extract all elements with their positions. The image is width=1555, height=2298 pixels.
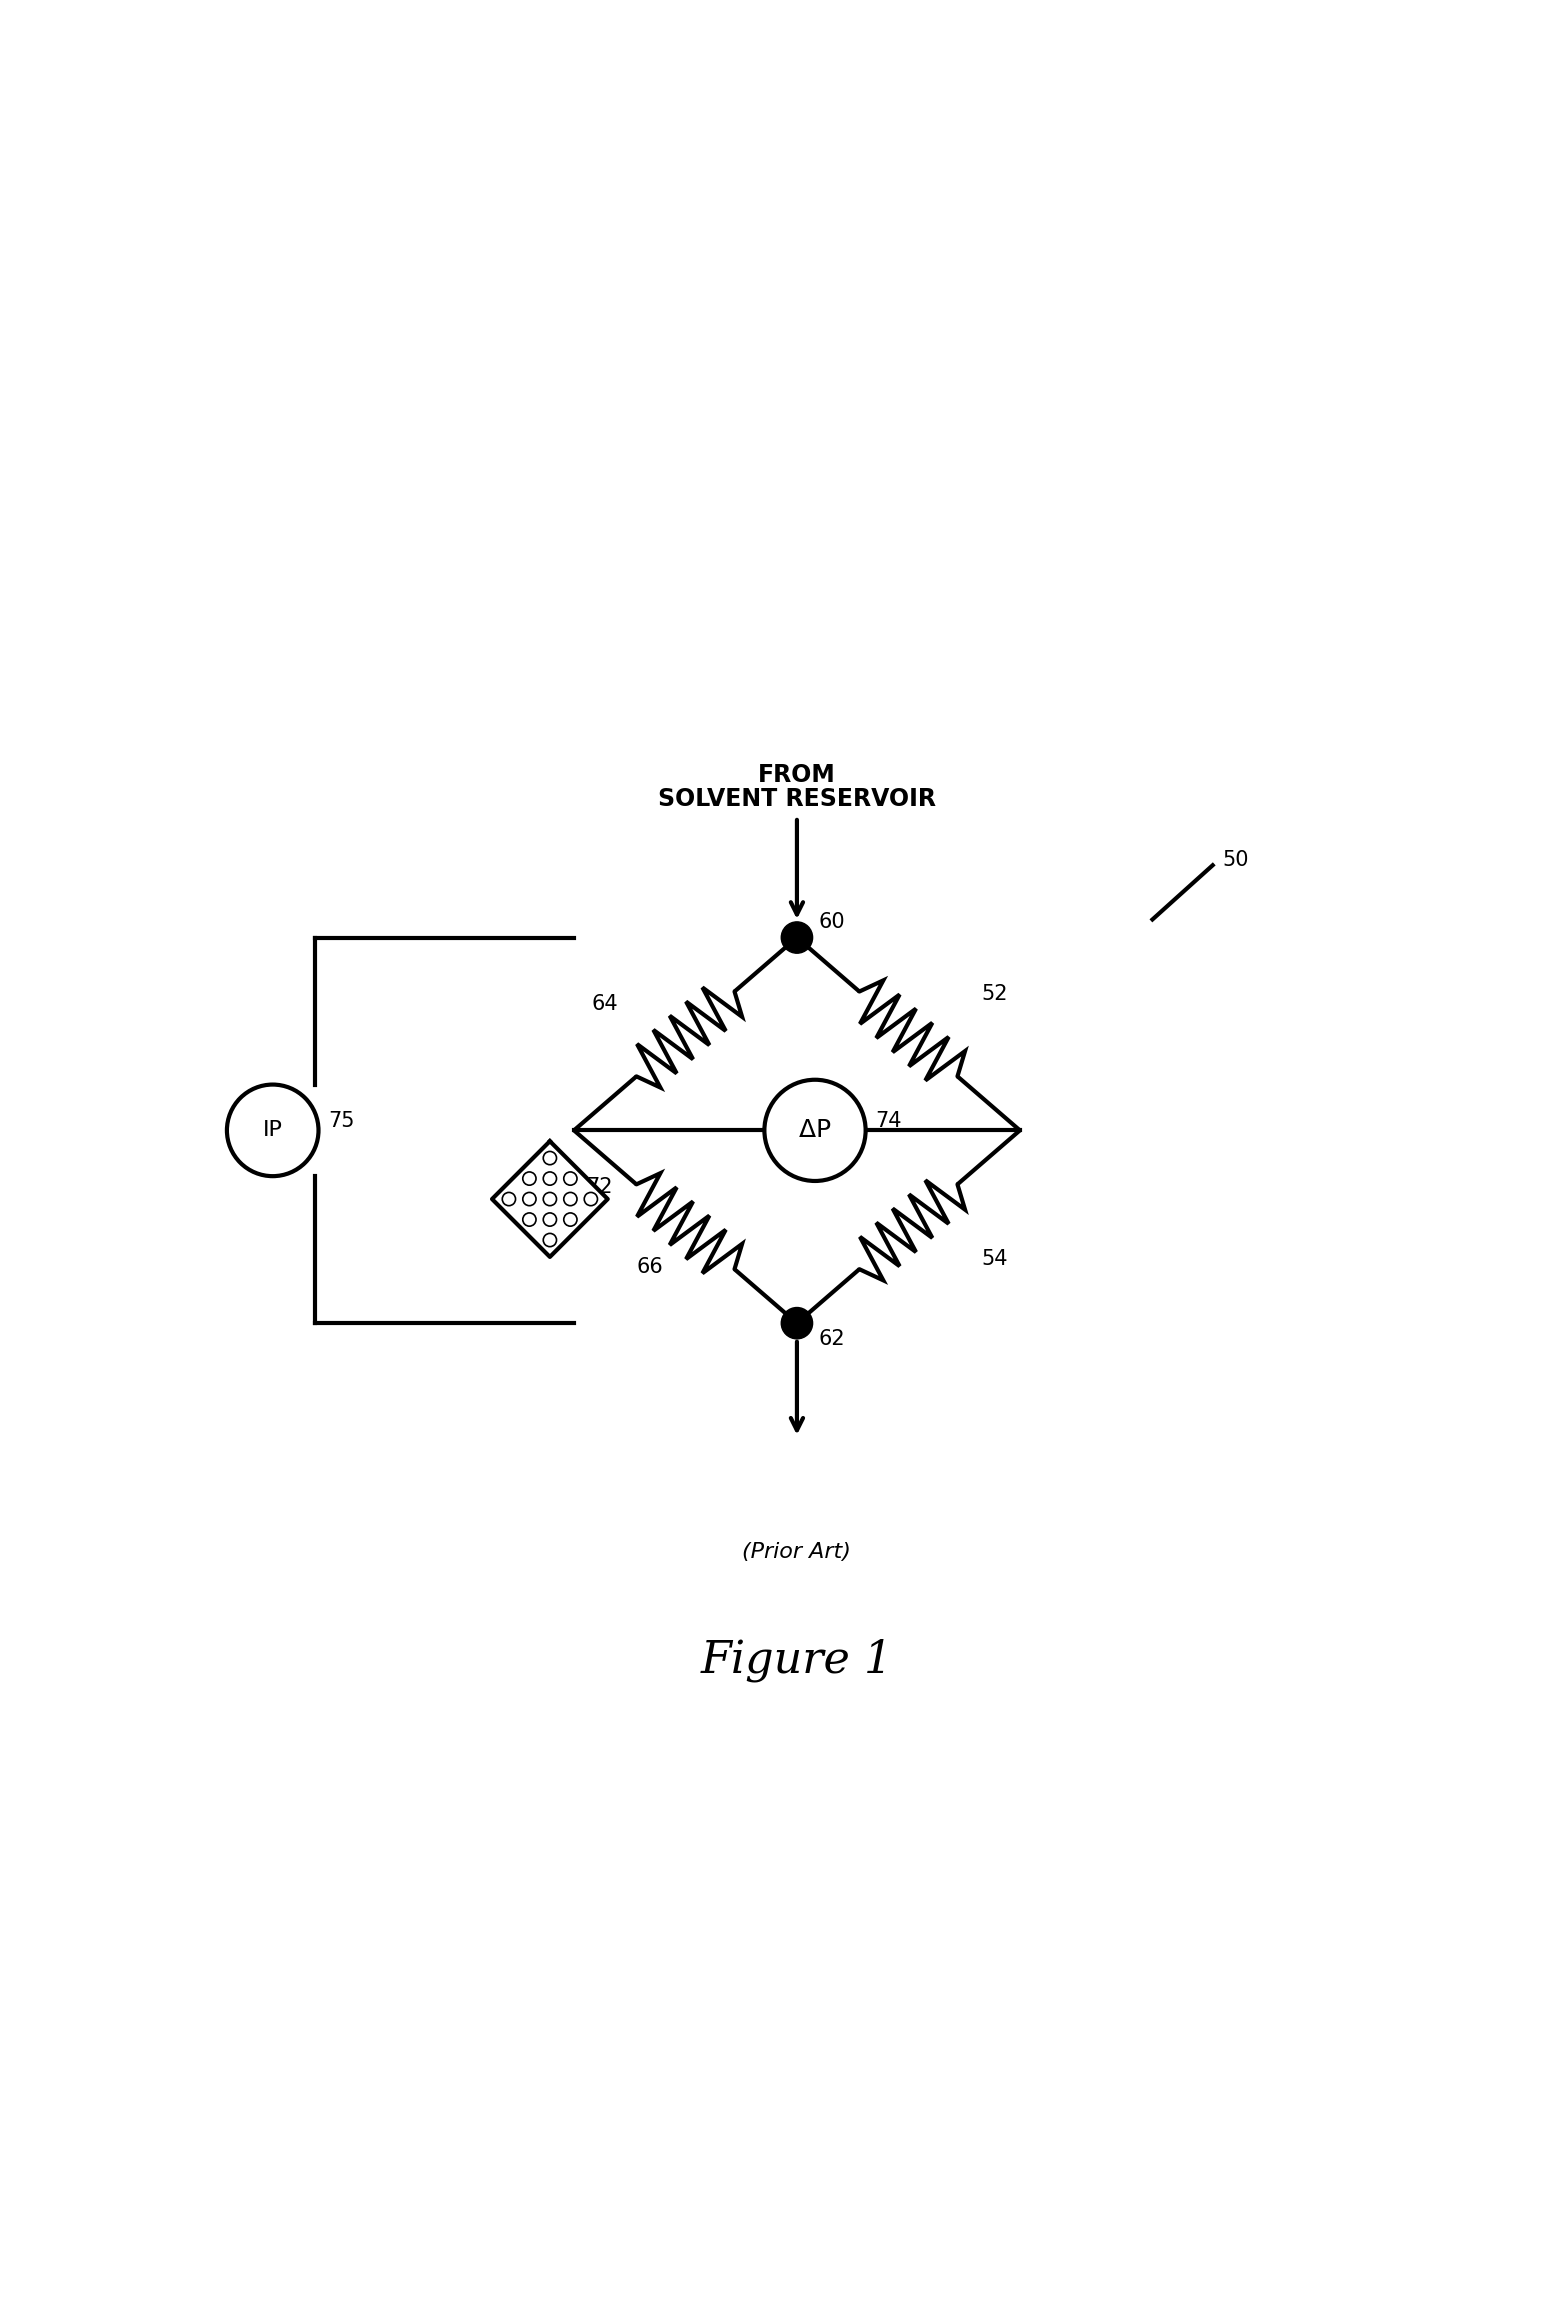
Circle shape — [543, 1193, 557, 1206]
Text: 52: 52 — [981, 984, 1008, 1004]
Text: 72: 72 — [586, 1177, 613, 1197]
Circle shape — [543, 1234, 557, 1246]
Circle shape — [564, 1193, 577, 1206]
Circle shape — [781, 1308, 813, 1340]
Text: 50: 50 — [1222, 850, 1249, 871]
Circle shape — [227, 1085, 319, 1177]
Circle shape — [502, 1193, 516, 1206]
Circle shape — [564, 1213, 577, 1227]
Text: 64: 64 — [592, 993, 619, 1013]
Circle shape — [585, 1193, 597, 1206]
Polygon shape — [491, 1142, 608, 1257]
Circle shape — [543, 1213, 557, 1227]
Text: 62: 62 — [818, 1328, 846, 1349]
Text: 74: 74 — [875, 1110, 902, 1131]
Text: $\Delta$P: $\Delta$P — [798, 1119, 832, 1142]
Text: SOLVENT RESERVOIR: SOLVENT RESERVOIR — [658, 786, 936, 811]
Circle shape — [543, 1151, 557, 1165]
Text: FROM: FROM — [759, 763, 837, 786]
Circle shape — [522, 1213, 536, 1227]
Circle shape — [564, 1172, 577, 1186]
Circle shape — [543, 1172, 557, 1186]
Text: 75: 75 — [328, 1110, 355, 1131]
Text: Figure 1: Figure 1 — [701, 1638, 893, 1682]
Text: 60: 60 — [818, 912, 846, 931]
Text: (Prior Art): (Prior Art) — [742, 1542, 852, 1563]
Circle shape — [522, 1193, 536, 1206]
Text: 54: 54 — [981, 1250, 1008, 1268]
Text: IP: IP — [263, 1121, 283, 1140]
Circle shape — [781, 921, 813, 954]
Circle shape — [522, 1172, 536, 1186]
Text: 66: 66 — [636, 1257, 664, 1278]
Circle shape — [765, 1080, 866, 1181]
